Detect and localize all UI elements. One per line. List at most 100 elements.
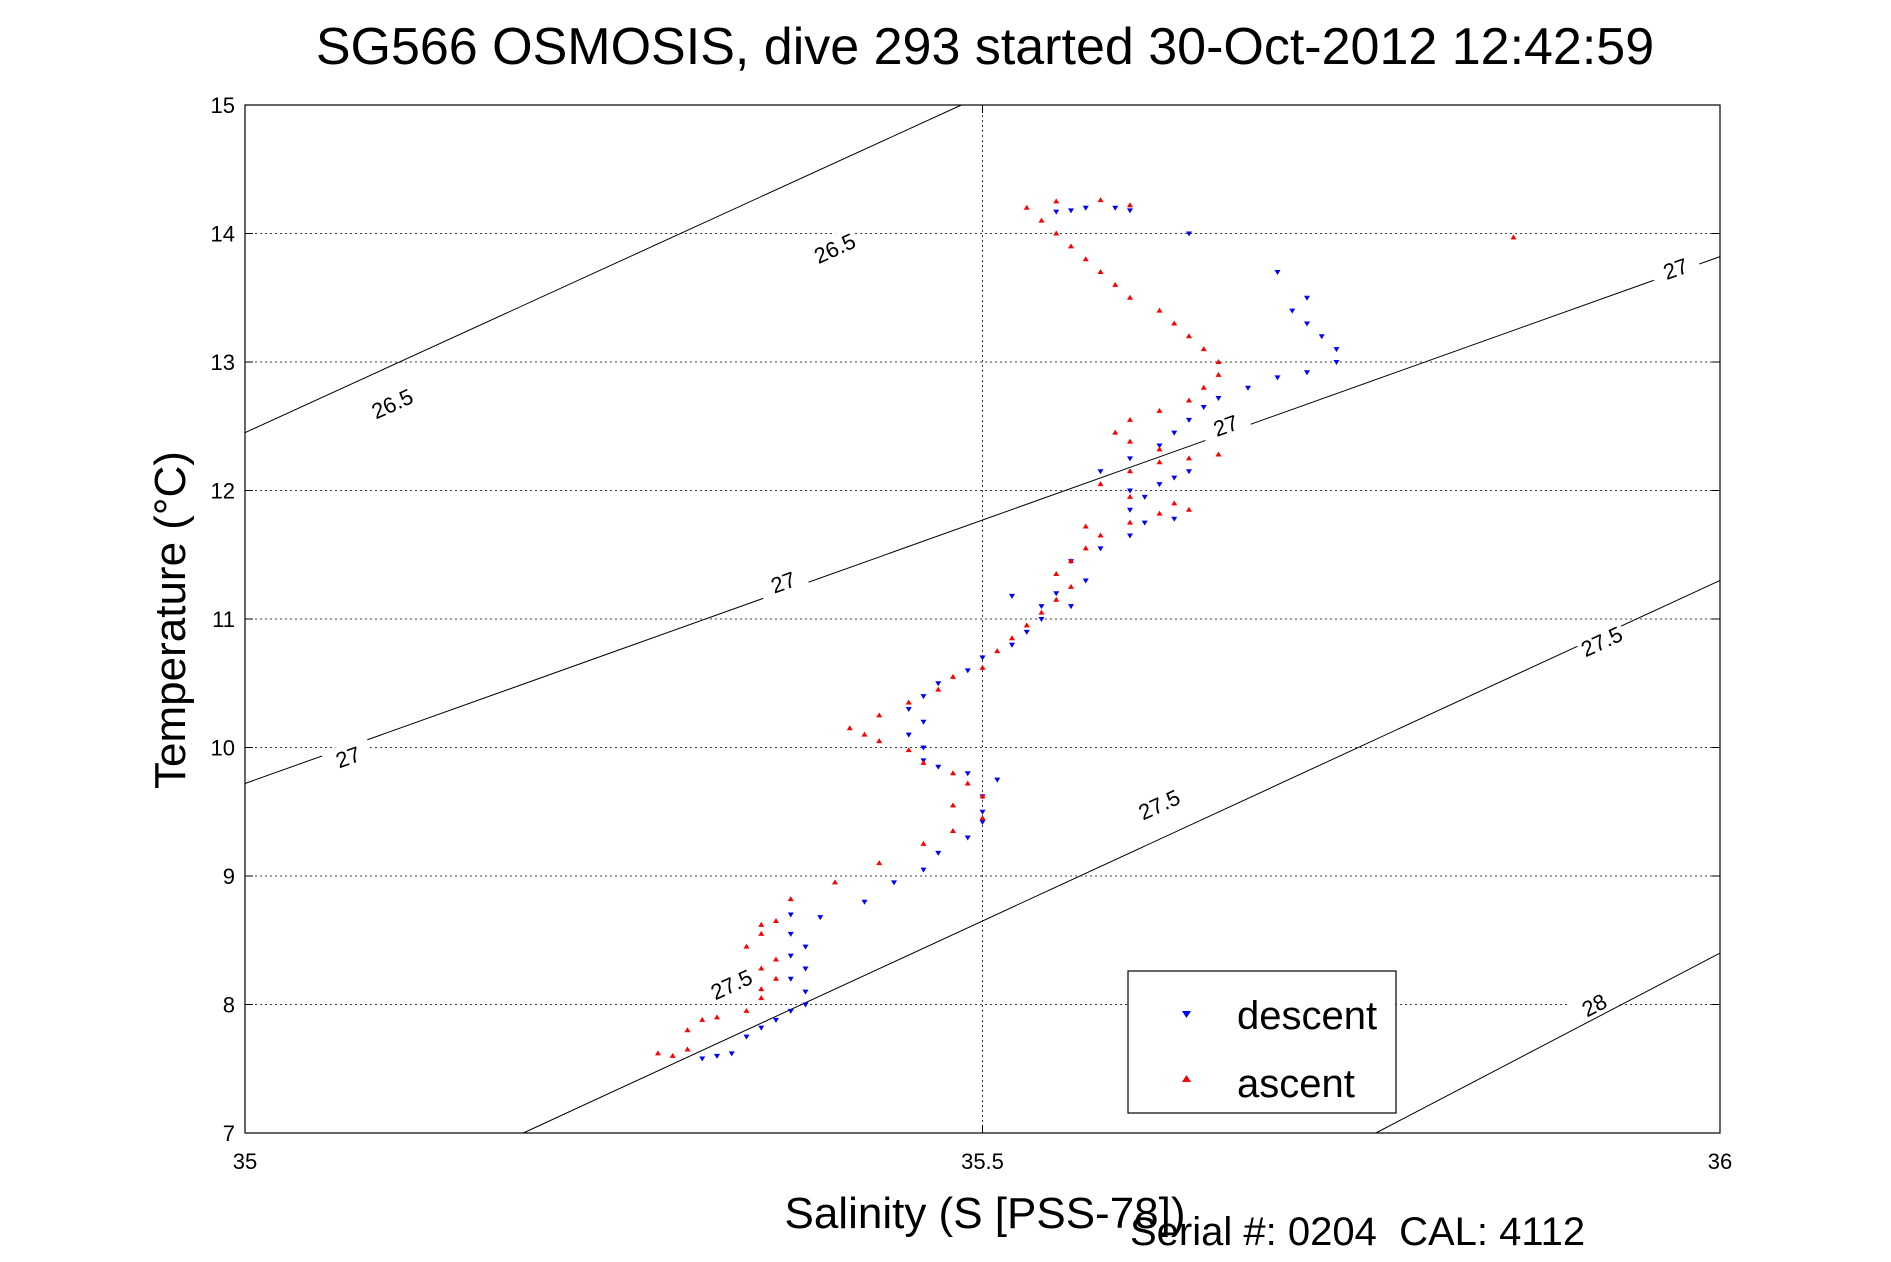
contour-label-bg — [364, 381, 419, 424]
y-tick-label: 8 — [223, 993, 235, 1018]
descent-point — [1333, 347, 1340, 353]
descent-point — [979, 655, 986, 661]
ascent-point — [699, 1016, 706, 1022]
descent-point — [1009, 642, 1015, 648]
density-contour-27.5 — [523, 579, 1721, 1134]
ascent-point — [1186, 506, 1192, 512]
descent-point — [1082, 205, 1089, 211]
ascent-point — [773, 975, 779, 981]
descent-point — [1215, 395, 1222, 401]
ascent-point — [1215, 451, 1222, 457]
ascent-point — [684, 1027, 691, 1033]
descent-point — [802, 944, 809, 950]
ascent-point — [787, 896, 794, 902]
y-tick-label: 13 — [211, 350, 235, 375]
descent-point — [861, 899, 868, 905]
y-tick-label: 7 — [223, 1121, 235, 1146]
ascent-point — [905, 699, 912, 705]
descent-point — [1141, 520, 1148, 526]
descent-point — [758, 1025, 765, 1031]
ascent-point — [861, 731, 868, 737]
ascent-point — [743, 1007, 750, 1013]
descent-point — [1304, 370, 1310, 376]
ascent-point — [1112, 429, 1119, 435]
density-contour-28 — [1375, 952, 1721, 1134]
ascent-point — [1082, 523, 1089, 529]
descent-point — [1082, 578, 1089, 584]
x-tick-label: 35 — [233, 1149, 257, 1174]
series-layer — [655, 197, 1517, 1062]
descent-point — [935, 850, 942, 856]
y-tick-label: 15 — [211, 93, 235, 118]
descent-point — [1245, 385, 1251, 391]
chart-title: SG566 OSMOSIS, dive 293 started 30-Oct-2… — [316, 18, 1654, 76]
legend-ascent-label: ascent — [1237, 1062, 1355, 1106]
descent-point — [1141, 494, 1148, 500]
descent-point — [1171, 475, 1178, 481]
ascent-point — [950, 673, 956, 679]
ascent-point — [979, 664, 986, 670]
descent-point — [1053, 591, 1060, 597]
descent-point — [728, 1051, 735, 1057]
contour-label-bg — [1198, 404, 1252, 444]
ascent-point — [1082, 256, 1089, 262]
descent-point — [787, 912, 794, 918]
ascent-point — [1053, 571, 1060, 577]
series-descent — [699, 205, 1340, 1062]
descent-point — [1127, 208, 1133, 214]
descent-point — [787, 1008, 794, 1014]
descent-point — [787, 953, 794, 959]
descent-point — [1023, 629, 1030, 635]
descent-point — [802, 989, 809, 995]
y-tick-label: 14 — [211, 222, 235, 247]
ascent-point — [1186, 397, 1192, 403]
ascent-point — [1097, 481, 1104, 487]
y-tick-label: 11 — [212, 607, 235, 632]
ascent-point — [1156, 459, 1163, 465]
contour-label-bg — [704, 962, 758, 1005]
ascent-point — [905, 747, 912, 753]
descent-point — [920, 745, 927, 751]
ascent-point — [669, 1052, 676, 1058]
contour-label-bg — [756, 561, 810, 601]
descent-point — [1304, 321, 1310, 327]
descent-point — [891, 880, 897, 886]
descent-point — [905, 706, 912, 712]
descent-point — [1038, 617, 1045, 622]
ascent-point — [1112, 281, 1119, 287]
descent-point — [817, 915, 824, 921]
ascent-point — [876, 738, 883, 744]
descent-point — [1009, 593, 1015, 599]
descent-point — [1112, 205, 1119, 211]
density-contour-26.5 — [244, 104, 962, 434]
ascent-point — [684, 1046, 691, 1052]
ascent-point — [950, 828, 956, 834]
descent-point — [964, 771, 971, 777]
ascent-point — [920, 840, 927, 846]
ascent-point — [1215, 359, 1222, 364]
ascent-point — [1127, 468, 1133, 474]
ascent-point — [758, 921, 765, 927]
ascent-point — [1023, 622, 1030, 628]
ascent-point — [773, 917, 779, 923]
ascent-point — [1127, 416, 1133, 422]
ascent-point — [1097, 532, 1104, 538]
ascent-point — [1156, 510, 1163, 516]
ascent-point — [1156, 446, 1163, 452]
ascent-point — [1127, 438, 1133, 444]
descent-point — [743, 1034, 750, 1040]
ascent-point — [758, 965, 765, 971]
x-tick-label: 36 — [1708, 1149, 1732, 1174]
descent-point — [1127, 533, 1133, 539]
descent-point — [1127, 456, 1133, 462]
contour-label-bg — [1566, 982, 1621, 1026]
descent-point — [802, 966, 809, 972]
descent-point — [979, 820, 986, 826]
ascent-point — [1186, 455, 1192, 461]
ascent-point — [1200, 384, 1207, 390]
ascent-point — [1068, 558, 1074, 564]
descent-point — [920, 719, 927, 725]
descent-point — [964, 668, 971, 674]
